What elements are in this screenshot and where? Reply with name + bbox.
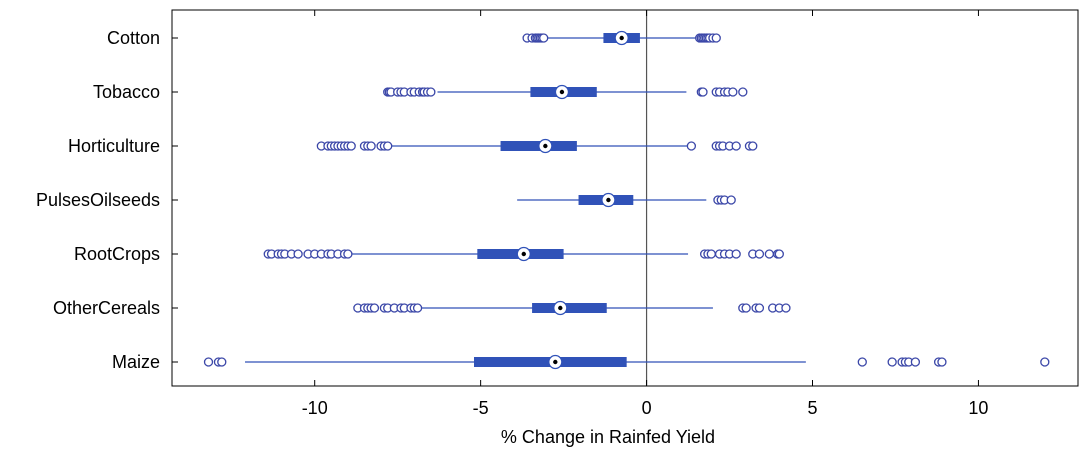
median-dot-tobacco [559,89,565,95]
x-tick-label-0: 0 [642,398,652,418]
box-othercereals [532,303,607,313]
plot-frame [171,9,1079,387]
outlier-horticulture-20 [731,141,741,151]
outlier-rootcrops-21 [731,249,741,259]
category-label-pulsesoilseeds: PulsesOilseeds [36,190,160,210]
outlier-horticulture-14 [383,141,393,151]
outlier-maize-3 [857,357,867,367]
outlier-rootcrops-26 [774,249,784,259]
outlier-pulsesoilseeds-3 [726,195,736,205]
outlier-tobacco-19 [728,87,738,97]
outlier-horticulture-8 [346,141,356,151]
category-label-tobacco: Tobacco [93,82,160,102]
median-dot-cotton [619,35,624,41]
outlier-maize-2 [217,357,227,367]
outlier-rootcrops-6 [293,249,303,259]
outlier-othercereals-16 [754,303,765,313]
outlier-tobacco-12 [426,87,436,97]
x-tick-label-5: 5 [807,398,817,418]
outlier-othercereals-14 [741,303,751,313]
outlier-rootcrops-24 [764,249,775,259]
category-label-cotton: Cotton [107,28,160,48]
x-tick-label--5: -5 [473,398,489,418]
median-dot-othercereals [558,305,563,311]
category-label-horticulture: Horticulture [68,136,160,156]
outlier-cotton-16 [711,33,721,43]
outlier-rootcrops-17 [706,249,716,259]
outlier-cotton-7 [539,33,549,43]
median-dot-horticulture [543,143,548,149]
outlier-maize-10 [937,357,947,367]
outlier-maize-4 [887,357,897,367]
outlier-othercereals-12 [412,303,423,313]
median-dot-maize [553,359,558,365]
outlier-rootcrops-14 [343,249,353,259]
category-label-maize: Maize [112,352,160,372]
outlier-othercereals-19 [781,303,791,313]
outlier-rootcrops-23 [754,249,765,259]
outlier-horticulture-11 [366,141,376,151]
outlier-maize-8 [910,357,921,367]
outlier-tobacco-20 [738,87,748,97]
outlier-maize-0 [203,357,214,367]
outlier-tobacco-14 [698,87,708,97]
outlier-horticulture-15 [686,141,697,151]
outlier-horticulture-22 [748,141,758,151]
category-label-rootcrops: RootCrops [74,244,160,264]
outlier-maize-11 [1040,357,1050,367]
category-label-othercereals: OtherCereals [53,298,160,318]
median-dot-pulsesoilseeds [606,197,611,203]
x-tick-label-10: 10 [968,398,988,418]
outlier-othercereals-4 [369,303,380,313]
x-tick-label--10: -10 [302,398,328,418]
median-dot-rootcrops [521,251,526,257]
x-axis-title: % Change in Rainfed Yield [501,427,715,447]
